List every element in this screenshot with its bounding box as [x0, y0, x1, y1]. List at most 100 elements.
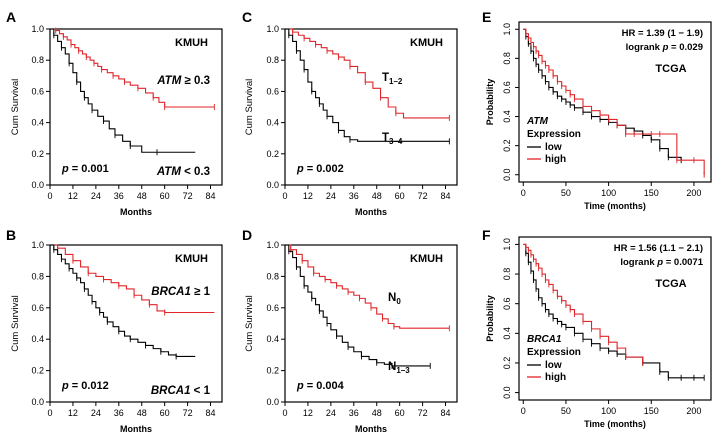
- y-tick-label: 0.0: [31, 397, 44, 407]
- x-tick-label: 24: [326, 408, 336, 418]
- legend-gene: ATM: [526, 116, 549, 127]
- x-tick-label: 100: [601, 406, 616, 416]
- x-tick-label: 72: [183, 408, 193, 418]
- y-tick-label: 0.4: [502, 110, 512, 123]
- y-tick-label: 0.0: [266, 180, 279, 190]
- x-tick-label: 12: [303, 191, 313, 201]
- x-tick-label: 150: [644, 188, 659, 198]
- y-tick-label: 1.0: [266, 24, 279, 34]
- survival-curve-t1-2: [285, 28, 450, 119]
- survival-curve-atm-0-3: [50, 28, 215, 108]
- x-axis-label: Time (months): [584, 201, 646, 211]
- y-axis-label: Probability: [485, 295, 495, 342]
- y-tick-label: 0.0: [31, 180, 44, 190]
- cohort-label: TCGA: [655, 63, 686, 75]
- y-tick-label: 0.8: [502, 268, 512, 281]
- x-tick-label: 0: [47, 191, 52, 201]
- plot-frame: [49, 28, 223, 186]
- x-axis-label: Months: [355, 207, 387, 217]
- curve-label: ATM ≥ 0.3: [156, 75, 210, 87]
- p-value: p = 0.002: [296, 163, 344, 175]
- panel-letter: D: [242, 227, 252, 243]
- curve-label: N1–3: [388, 361, 410, 375]
- x-axis-label: Months: [120, 424, 152, 434]
- x-tick-label: 24: [91, 408, 101, 418]
- survival-curve-n1-3: [285, 244, 431, 367]
- plot-frame: [518, 21, 712, 183]
- legend-entry: low: [545, 142, 562, 153]
- legend-entry: high: [545, 154, 566, 165]
- x-tick-label: 50: [561, 406, 571, 416]
- plot-frame: [518, 236, 712, 401]
- p-value: p = 0.001: [61, 163, 109, 175]
- x-tick-label: 72: [418, 408, 428, 418]
- y-tick-label: 0.4: [31, 118, 44, 128]
- curve-label: T1–2: [382, 72, 403, 86]
- panel-letter: F: [482, 227, 491, 243]
- panel-c: C 0.0 0.2 0.4 0.6 0.8 1.0 0 12 24 36 48 60 72 84 Months…: [242, 9, 458, 217]
- y-tick-label: 1.0: [266, 240, 279, 250]
- x-tick-label: 84: [441, 408, 451, 418]
- panel-letter: B: [6, 227, 16, 243]
- x-tick-label: 50: [561, 188, 571, 198]
- logrank-p: logrank p = 0.0071: [620, 257, 703, 268]
- x-tick-label: 100: [601, 188, 616, 198]
- y-tick-label: 1.0: [502, 23, 512, 36]
- panel-a: A 0.0 0.2 0.4 0.6 0.8 1.0 0 12 24 36 48 60 72 84 Months…: [6, 9, 223, 217]
- x-tick-label: 72: [183, 191, 193, 201]
- x-tick-label: 36: [349, 191, 359, 201]
- y-tick-label: 0.2: [31, 366, 44, 376]
- y-tick-label: 0.2: [31, 149, 44, 159]
- cohort-label: KMUH: [410, 37, 443, 49]
- x-tick-label: 24: [326, 191, 336, 201]
- y-tick-label: 0.8: [502, 52, 512, 65]
- logrank-p: logrank p = 0.029: [626, 42, 703, 53]
- y-tick-label: 0.2: [502, 357, 512, 370]
- legend-title: Expression: [527, 347, 581, 358]
- x-tick-label: 12: [68, 191, 78, 201]
- y-tick-label: 0.2: [266, 149, 279, 159]
- plot-frame: [284, 28, 458, 186]
- curve-label: BRCA1 ≥ 1: [151, 286, 210, 298]
- curve-label: N0: [388, 292, 401, 306]
- y-tick-label: 0.6: [31, 86, 44, 96]
- y-tick-label: 0.6: [266, 303, 279, 313]
- y-tick-label: 0.6: [502, 81, 512, 94]
- y-tick-label: 0.8: [266, 55, 279, 65]
- panel-e: E 0.0 0.2 0.4 0.6 0.8 1.0 0 50 100 150 200 Time (mon…: [482, 9, 712, 211]
- plot-frame: [49, 244, 223, 403]
- x-tick-label: 72: [418, 191, 428, 201]
- x-tick-label: 0: [521, 188, 526, 198]
- panel-letter: C: [242, 9, 252, 25]
- plot-frame: [284, 244, 458, 403]
- y-axis-label: Cum Survival: [244, 295, 255, 352]
- cohort-label: KMUH: [175, 253, 208, 265]
- survival-curve-brca1-1: [50, 244, 196, 358]
- curve-label: ATM < 0.3: [156, 166, 210, 178]
- legend-gene: BRCA1: [527, 334, 562, 345]
- y-tick-label: 0.6: [31, 303, 44, 313]
- y-tick-label: 1.0: [31, 240, 44, 250]
- x-tick-label: 0: [47, 408, 52, 418]
- y-tick-label: 0.0: [502, 168, 512, 181]
- hazard-ratio: HR = 1.56 (1.1 − 2.1): [614, 243, 703, 254]
- panel-b: B 0.0 0.2 0.4 0.6 0.8 1.0 0 12 24 36 48 60 72 84 Months…: [6, 227, 223, 434]
- y-axis-label: Cum Survival: [244, 79, 255, 136]
- x-axis-label: Time (months): [584, 419, 646, 429]
- x-tick-label: 0: [282, 191, 287, 201]
- y-tick-label: 0.0: [502, 386, 512, 399]
- y-tick-label: 1.0: [502, 238, 512, 251]
- x-tick-label: 60: [395, 191, 405, 201]
- x-tick-label: 0: [521, 406, 526, 416]
- survival-curve-atm-0-3: [50, 28, 196, 153]
- panel-f: F 0.0 0.2 0.4 0.6 0.8 1.0 0 50 100 150 200 Time (mon…: [482, 227, 712, 429]
- x-tick-label: 36: [114, 408, 124, 418]
- x-tick-label: 84: [206, 408, 216, 418]
- cohort-label: KMUH: [175, 37, 208, 49]
- y-axis-label: Probability: [485, 79, 495, 126]
- cohort-label: TCGA: [655, 278, 686, 290]
- panel-d: D 0.0 0.2 0.4 0.6 0.8 1.0 0 12 24 36 48 60 72 84 Months…: [242, 227, 458, 434]
- p-value: p = 0.004: [296, 380, 345, 392]
- y-axis-label: Cum Survival: [10, 79, 21, 136]
